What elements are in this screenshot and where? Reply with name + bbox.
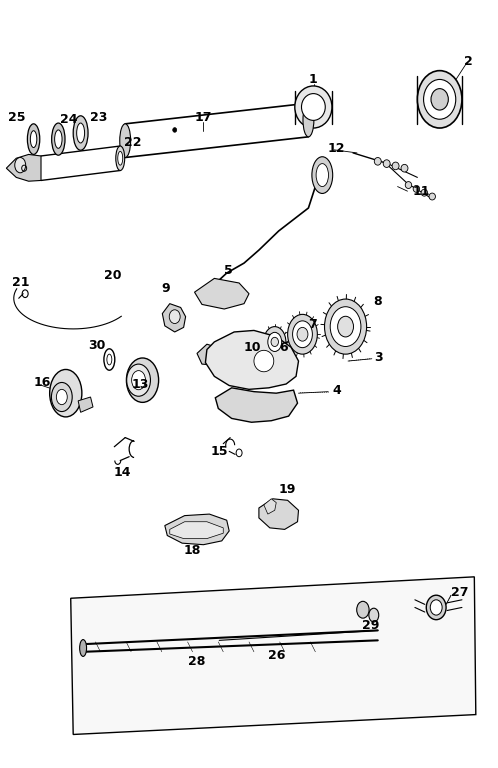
Ellipse shape xyxy=(383,160,390,167)
Text: 28: 28 xyxy=(188,654,206,667)
Ellipse shape xyxy=(374,157,381,165)
Ellipse shape xyxy=(401,164,408,172)
Text: 11: 11 xyxy=(412,184,430,197)
Polygon shape xyxy=(162,303,186,332)
Polygon shape xyxy=(165,514,229,545)
Text: 23: 23 xyxy=(90,111,107,124)
Ellipse shape xyxy=(424,79,456,119)
Ellipse shape xyxy=(52,123,65,155)
Text: 17: 17 xyxy=(195,111,212,124)
Ellipse shape xyxy=(301,94,325,121)
Ellipse shape xyxy=(126,358,159,402)
Ellipse shape xyxy=(80,640,87,657)
Text: 25: 25 xyxy=(8,111,26,124)
Text: 10: 10 xyxy=(244,341,261,354)
Ellipse shape xyxy=(316,164,329,187)
Ellipse shape xyxy=(126,364,150,396)
Ellipse shape xyxy=(73,116,88,151)
Ellipse shape xyxy=(297,327,308,341)
Text: 16: 16 xyxy=(33,376,51,389)
Ellipse shape xyxy=(405,181,412,188)
Polygon shape xyxy=(6,154,41,181)
Ellipse shape xyxy=(417,71,462,128)
Ellipse shape xyxy=(56,389,67,405)
Ellipse shape xyxy=(120,124,130,157)
Text: 12: 12 xyxy=(327,142,345,155)
Ellipse shape xyxy=(431,88,448,110)
Polygon shape xyxy=(205,330,298,389)
Ellipse shape xyxy=(15,157,26,173)
Text: 13: 13 xyxy=(131,378,148,390)
Ellipse shape xyxy=(263,326,286,357)
Ellipse shape xyxy=(312,157,333,194)
Ellipse shape xyxy=(330,306,361,346)
Polygon shape xyxy=(215,388,297,422)
Text: 19: 19 xyxy=(279,483,296,496)
Polygon shape xyxy=(71,577,476,734)
Polygon shape xyxy=(170,521,223,538)
Ellipse shape xyxy=(413,185,420,192)
Ellipse shape xyxy=(55,130,62,148)
Ellipse shape xyxy=(293,321,312,348)
Ellipse shape xyxy=(169,310,180,323)
Text: 20: 20 xyxy=(105,269,122,282)
Ellipse shape xyxy=(30,131,37,147)
Ellipse shape xyxy=(429,193,435,200)
Ellipse shape xyxy=(325,299,367,354)
Polygon shape xyxy=(264,498,276,514)
Ellipse shape xyxy=(430,600,442,615)
Polygon shape xyxy=(259,498,298,529)
Ellipse shape xyxy=(426,595,446,620)
Text: 29: 29 xyxy=(362,618,379,631)
Text: 18: 18 xyxy=(183,545,201,558)
Ellipse shape xyxy=(50,369,82,417)
Ellipse shape xyxy=(116,146,124,170)
Text: 9: 9 xyxy=(161,282,170,295)
Ellipse shape xyxy=(369,608,379,622)
Ellipse shape xyxy=(271,337,278,346)
Text: 5: 5 xyxy=(224,264,233,277)
Polygon shape xyxy=(78,397,93,412)
Polygon shape xyxy=(197,344,218,365)
Text: 14: 14 xyxy=(114,465,131,478)
Text: 8: 8 xyxy=(373,295,381,308)
Ellipse shape xyxy=(392,162,399,170)
Text: 4: 4 xyxy=(332,384,341,396)
Ellipse shape xyxy=(421,189,427,196)
Text: 30: 30 xyxy=(88,339,105,353)
Ellipse shape xyxy=(357,601,369,618)
Text: 21: 21 xyxy=(12,276,30,290)
Text: 26: 26 xyxy=(267,649,285,662)
Ellipse shape xyxy=(254,350,274,372)
Ellipse shape xyxy=(173,127,177,132)
Polygon shape xyxy=(195,278,249,309)
Text: 3: 3 xyxy=(374,351,382,364)
Ellipse shape xyxy=(27,124,40,154)
Text: 2: 2 xyxy=(464,55,472,68)
Ellipse shape xyxy=(118,151,123,165)
Ellipse shape xyxy=(51,382,72,412)
Ellipse shape xyxy=(77,123,85,143)
Text: 22: 22 xyxy=(124,137,142,150)
Ellipse shape xyxy=(131,371,145,389)
Text: 24: 24 xyxy=(60,114,77,127)
Ellipse shape xyxy=(288,314,317,354)
Ellipse shape xyxy=(338,316,354,337)
Ellipse shape xyxy=(268,333,282,352)
Text: 1: 1 xyxy=(309,73,318,86)
Ellipse shape xyxy=(303,103,314,137)
Ellipse shape xyxy=(295,86,332,128)
Text: 7: 7 xyxy=(308,318,317,331)
Text: 6: 6 xyxy=(279,341,288,354)
Text: 15: 15 xyxy=(210,445,228,458)
Text: 27: 27 xyxy=(451,586,469,598)
